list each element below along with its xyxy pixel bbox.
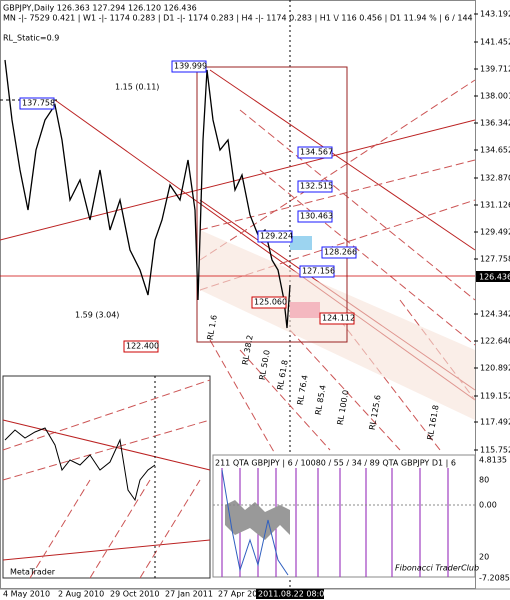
- price-axis-label: 134.652: [480, 146, 510, 155]
- price-tag-box: [319, 312, 355, 325]
- indicator-label: RL_Static=0.9: [3, 34, 59, 43]
- price-tag: 129.224: [260, 232, 293, 241]
- header-line: GBPJPY,Daily 126.363 127.294 126.120 126…: [3, 4, 197, 13]
- price-tag-box: [171, 60, 207, 73]
- price-axis-label: 143.192: [480, 10, 510, 19]
- time-label: 29 Oct 2010: [110, 590, 159, 599]
- price-axis-label: 119.152: [480, 392, 510, 401]
- annotation: 1.15 (0.11): [115, 83, 159, 92]
- price-tag-box: [251, 296, 287, 309]
- price-axis-label: 124.342: [480, 310, 510, 319]
- price-tag-box: [299, 265, 335, 278]
- price-tag-box: [19, 97, 55, 110]
- price-tag-box: [297, 180, 333, 193]
- current-time: 2011.08.22 08:06: [258, 590, 329, 599]
- fib-label: RL 1.6: [206, 314, 219, 340]
- header-line: MN -|- 7529 0.421 | W1 -|- 1174 0.283 | …: [3, 14, 473, 23]
- price-axis-label: 132.870: [480, 174, 510, 183]
- price-tag: 130.463: [300, 212, 333, 221]
- sub-axis-label: 80: [479, 476, 489, 485]
- current-price-box: [476, 271, 510, 282]
- price-tag: 128.266: [324, 248, 357, 257]
- price-tag-box: [321, 246, 357, 259]
- price-axis-label: 141.452: [480, 38, 510, 47]
- time-label: 27 Jan 2011: [165, 590, 213, 599]
- time-label: 4 May 2010: [3, 590, 50, 599]
- watermark: Fibonacci TraderClub: [395, 564, 479, 573]
- price-axis-label: 138.001: [480, 92, 510, 101]
- inset-window: MetaTrader: [2, 375, 211, 579]
- price-axis-label: 139.712: [480, 65, 510, 74]
- price-tag-box: [297, 146, 333, 159]
- price-line: [4, 59, 291, 329]
- time-label: 2 Aug 2010: [58, 590, 104, 599]
- price-tag-box: [123, 340, 159, 353]
- price-axis-label: 127.758: [480, 255, 510, 264]
- indicator-subwindow: 211 QTA GBPJPY | 6 / 10080 / 55 / 34 / 8…: [212, 454, 510, 583]
- price-axis-label: 129.492: [480, 228, 510, 237]
- price-axis: 143.192 141.452 139.712 138.001 136.342 134.6…: [474, 10, 510, 455]
- sub-axis-label: 4.8135: [479, 456, 507, 465]
- price-tag: 127.156: [302, 267, 335, 276]
- price-tag: 122.400: [126, 342, 159, 351]
- price-tag: 137.758: [22, 99, 55, 108]
- current-price: 126.436: [479, 273, 510, 282]
- price-tag: 134.567: [300, 148, 333, 157]
- price-tags: 139.999 137.758 134.567 132.515 130.463 129.2…: [19, 60, 357, 353]
- price-axis-label: 115.752: [480, 446, 510, 455]
- price-tag-box: [297, 210, 333, 223]
- price-axis-label: 117.492: [480, 418, 510, 427]
- price-axis-label: 131.126: [480, 201, 510, 210]
- channel-lines: [0, 66, 476, 481]
- inset-label: MetaTrader: [10, 568, 56, 577]
- price-axis-label: 120.892: [480, 364, 510, 373]
- sub-axis-label: 0.00: [479, 501, 497, 510]
- price-axis-label: 122.640: [480, 337, 510, 346]
- subwindow-title: 211 QTA GBPJPY | 6 / 10080 / 55 / 34 / 8…: [215, 459, 456, 468]
- sub-axis-label: -7.2085: [479, 574, 510, 583]
- price-tag: 132.515: [300, 182, 333, 191]
- price-axis-label: 136.342: [480, 119, 510, 128]
- price-tag: 125.060: [254, 298, 287, 307]
- sub-axis-label: 20: [479, 553, 489, 562]
- time-label: 27 Apr 2011: [218, 590, 267, 599]
- price-tag: 139.999: [174, 62, 207, 71]
- price-tag: 124.112: [322, 314, 355, 323]
- annotation: 1.59 (3.04): [75, 311, 119, 320]
- time-axis: 4 May 2010 2 Aug 2010 29 Oct 2010 27 Jan…: [0, 588, 510, 599]
- price-tag-box: [257, 230, 293, 243]
